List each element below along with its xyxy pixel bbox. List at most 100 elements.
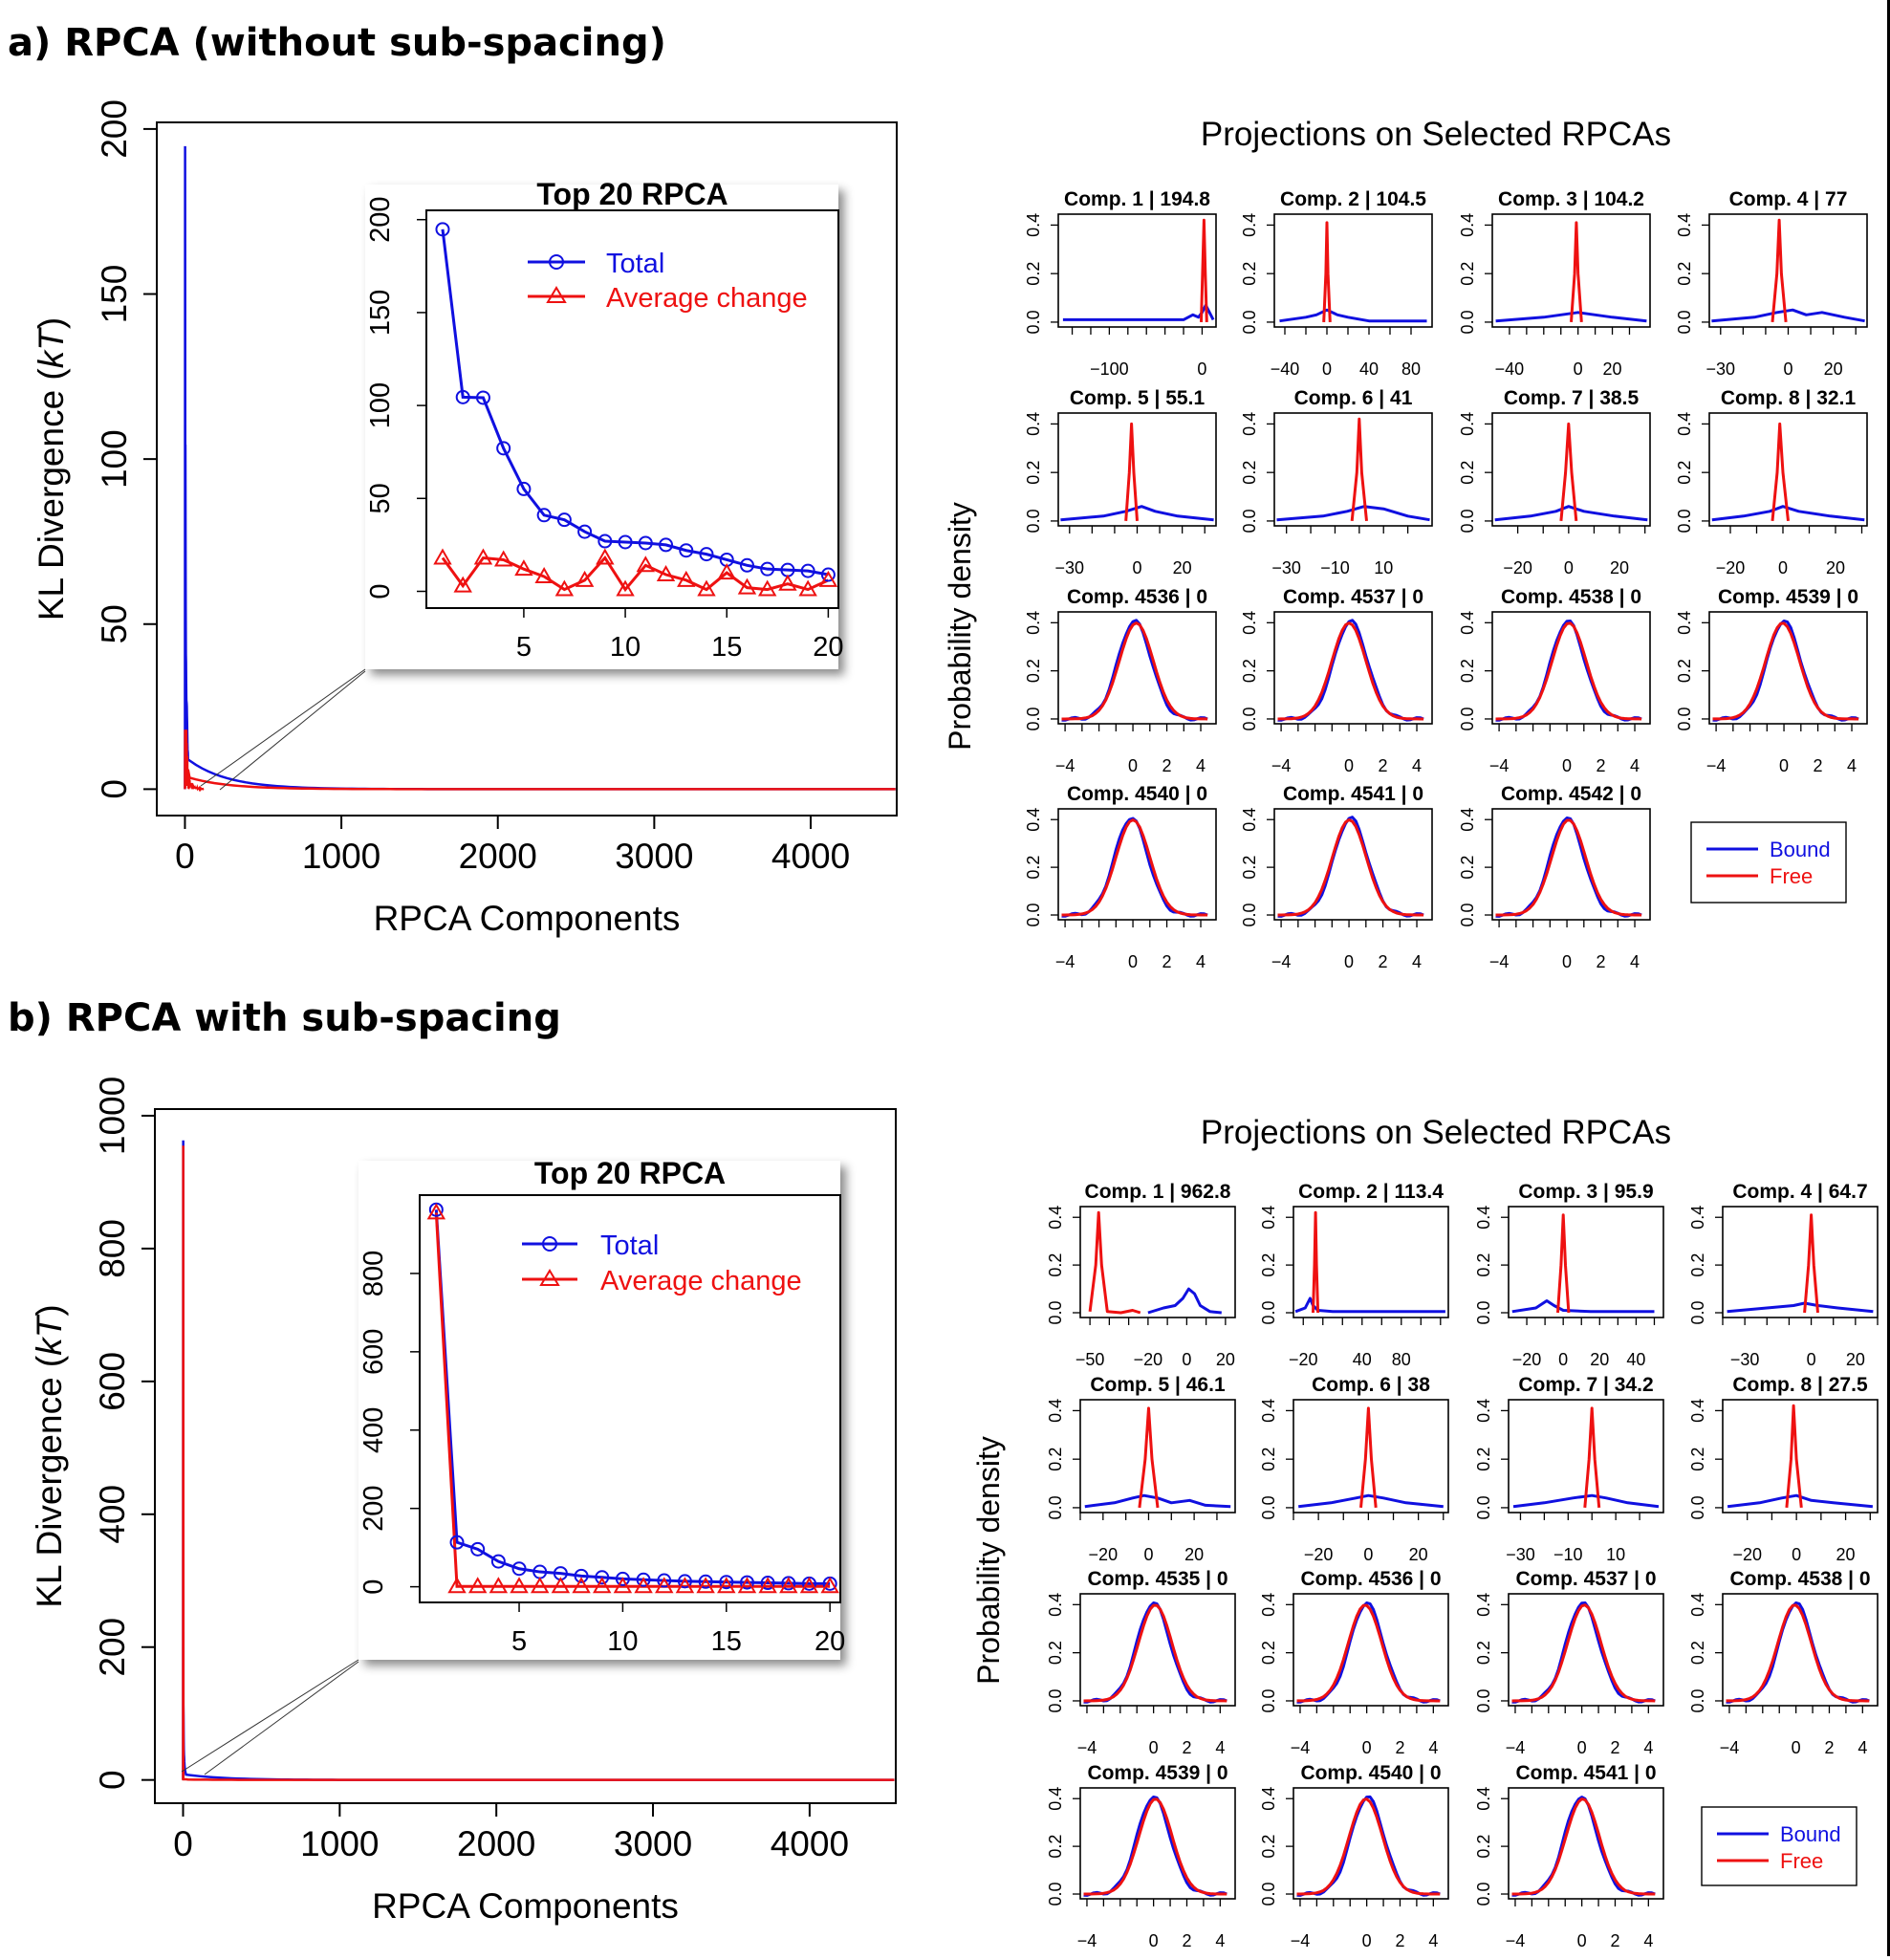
subplot-ytick-label: 0.4 bbox=[1024, 412, 1043, 436]
subplot-title: Comp. 3 | 104.2 bbox=[1498, 188, 1644, 210]
density-subplot: Comp. 4 | 64.7 0.0 0.2 0.4 −30 0 20 bbox=[1688, 1181, 1879, 1369]
subplot-title: Comp. 4538 | 0 bbox=[1501, 586, 1641, 608]
main-ylabel: KL Divergence (kT) bbox=[30, 1304, 69, 1607]
subplot-xtick-label: −4 bbox=[1720, 1738, 1740, 1757]
bound-density-line bbox=[1712, 620, 1859, 722]
subplot-ytick-label: 0.2 bbox=[1675, 659, 1694, 683]
main-ylabel-text: KL Divergence ( bbox=[32, 368, 71, 621]
grid-ylabel: Probability density bbox=[971, 1436, 1006, 1685]
free-density-line bbox=[1511, 1797, 1656, 1896]
subplot-ytick-label: 0.2 bbox=[1474, 1641, 1493, 1665]
free-density-line bbox=[1495, 818, 1642, 917]
density-subplot: Comp. 7 | 34.2 0.0 0.2 0.4 −30 −10 10 bbox=[1474, 1374, 1664, 1564]
main-xtick-label: 1000 bbox=[302, 837, 380, 876]
inset-change-point bbox=[575, 570, 595, 587]
main-ytick-label: 200 bbox=[95, 99, 134, 159]
main-change-line bbox=[182, 1145, 895, 1781]
density-subplot: Comp. 4538 | 0 0.0 0.2 0.4 −4 0 2 4 bbox=[1458, 586, 1651, 775]
subplot-frame bbox=[1491, 611, 1651, 725]
subplot-title: Comp. 2 | 113.4 bbox=[1298, 1181, 1444, 1203]
subplot-title: Comp. 4540 | 0 bbox=[1067, 783, 1207, 805]
main-ylabel-text: KL Divergence ( bbox=[30, 1355, 69, 1608]
subplot-ytick-label: 0.0 bbox=[1474, 1688, 1493, 1712]
density-subplot: Comp. 4541 | 0 0.0 0.2 0.4 −4 0 2 4 bbox=[1474, 1762, 1664, 1950]
main-ylabel-unit: kT bbox=[32, 327, 71, 369]
subplot-ytick-label: 0.4 bbox=[1046, 1399, 1065, 1423]
subplot-title: Comp. 7 | 38.5 bbox=[1504, 387, 1640, 409]
zoom-line bbox=[200, 668, 366, 787]
inset-total-point bbox=[699, 547, 714, 562]
subplot-title: Comp. 4537 | 0 bbox=[1515, 1568, 1656, 1590]
free-density-line bbox=[1771, 422, 1790, 522]
free-density-line bbox=[1138, 1406, 1160, 1509]
grid-legend-bound-label: Bound bbox=[1770, 838, 1831, 861]
subplot-xtick-label: −50 bbox=[1075, 1350, 1105, 1369]
subplot-xtick-label: −4 bbox=[1077, 1931, 1097, 1950]
bound-density-line bbox=[1511, 1601, 1656, 1704]
main-change-noise bbox=[184, 751, 205, 793]
inset-total-point bbox=[760, 561, 775, 577]
subplot-frame bbox=[1491, 412, 1651, 527]
subplot-frame bbox=[1293, 1399, 1449, 1514]
inset-total-point bbox=[659, 537, 674, 553]
subplot-xtick-label: −30 bbox=[1706, 359, 1736, 379]
inset-total-point bbox=[638, 535, 653, 551]
free-density-line bbox=[1583, 1406, 1601, 1509]
subplot-xtick-label: 20 bbox=[1836, 1545, 1856, 1564]
subplot-xtick-label: 0 bbox=[1574, 359, 1583, 379]
subplot-ytick-label: 0.0 bbox=[1458, 509, 1477, 533]
subplot-frame bbox=[1508, 1787, 1664, 1900]
subplot-xtick-label: 4 bbox=[1847, 756, 1857, 775]
density-subplot: Comp. 2 | 104.5 0.0 0.2 0.4 −40 0 40 80 bbox=[1240, 188, 1433, 379]
subplot-xtick-label: −20 bbox=[1503, 558, 1532, 577]
subplot-title: Comp. 4539 | 0 bbox=[1718, 586, 1858, 608]
free-density-line bbox=[1712, 621, 1859, 721]
subplot-xtick-label: 0 bbox=[1577, 1931, 1587, 1950]
free-density-line bbox=[1803, 1213, 1819, 1314]
bound-density-line bbox=[1296, 1795, 1441, 1897]
subplot-ytick-label: 0.2 bbox=[1240, 856, 1259, 880]
subplot-title: Comp. 2 | 104.5 bbox=[1280, 188, 1426, 210]
subplot-xtick-label: 2 bbox=[1814, 756, 1823, 775]
density-subplot: Comp. 8 | 32.1 0.0 0.2 0.4 −20 0 20 bbox=[1675, 387, 1868, 577]
subplot-ytick-label: 0.2 bbox=[1046, 1835, 1065, 1859]
subplot-xtick-label: 20 bbox=[1824, 359, 1843, 379]
inset-ytick-label: 200 bbox=[365, 197, 396, 243]
legend-change-marker bbox=[539, 1269, 560, 1286]
density-subplot: Comp. 4541 | 0 0.0 0.2 0.4 −4 0 2 4 bbox=[1240, 783, 1433, 971]
inset-total-point bbox=[657, 1573, 672, 1588]
bound-density-line bbox=[1061, 619, 1208, 722]
inset-xtick-label: 20 bbox=[813, 632, 843, 663]
subplot-ytick-label: 0.4 bbox=[1675, 611, 1694, 635]
subplot-ytick-label: 0.2 bbox=[1024, 659, 1043, 683]
subplot-title: Comp. 4541 | 0 bbox=[1283, 783, 1423, 805]
subplot-xtick-label: 0 bbox=[1128, 952, 1138, 971]
subplot-xtick-label: 2 bbox=[1597, 952, 1606, 971]
subplot-frame bbox=[1293, 1787, 1449, 1900]
density-subplot: Comp. 1 | 194.8 0.0 0.2 0.4 −100 0 bbox=[1024, 188, 1217, 379]
subplot-ytick-label: 0.2 bbox=[1024, 262, 1043, 286]
main-ylabel: KL Divergence (kT) bbox=[32, 317, 71, 621]
subplot-xtick-label: 0 bbox=[1564, 558, 1574, 577]
inset-ytick-label: 150 bbox=[365, 290, 396, 336]
inset-total-point bbox=[595, 1570, 610, 1585]
zoom-line bbox=[204, 1661, 359, 1775]
subplot-ytick-label: 0.4 bbox=[1240, 808, 1259, 832]
main-xtick-label: 2000 bbox=[459, 837, 537, 876]
subplot-xtick-label: 0 bbox=[1778, 558, 1788, 577]
subplot-ytick-label: 0.0 bbox=[1240, 707, 1259, 730]
bound-density-line bbox=[1062, 303, 1215, 321]
subplot-xtick-label: 0 bbox=[1562, 756, 1572, 775]
inset-total-point bbox=[760, 1576, 775, 1591]
inset-change-point bbox=[447, 1577, 467, 1594]
zoom-line bbox=[181, 1659, 359, 1773]
panel-heading: a) RPCA (without sub-spacing) bbox=[8, 21, 666, 65]
subplot-title: Comp. 6 | 38 bbox=[1312, 1374, 1430, 1396]
subplot-xtick-label: 20 bbox=[1826, 558, 1845, 577]
inset-total-point bbox=[739, 1575, 754, 1590]
subplot-xtick-label: 0 bbox=[1344, 756, 1354, 775]
subplot-xtick-label: −4 bbox=[1706, 756, 1727, 775]
density-subplot: Comp. 8 | 27.5 0.0 0.2 0.4 −20 0 20 bbox=[1688, 1374, 1879, 1564]
inset-change-point bbox=[798, 579, 817, 597]
main-xtick-label: 0 bbox=[173, 1824, 193, 1863]
